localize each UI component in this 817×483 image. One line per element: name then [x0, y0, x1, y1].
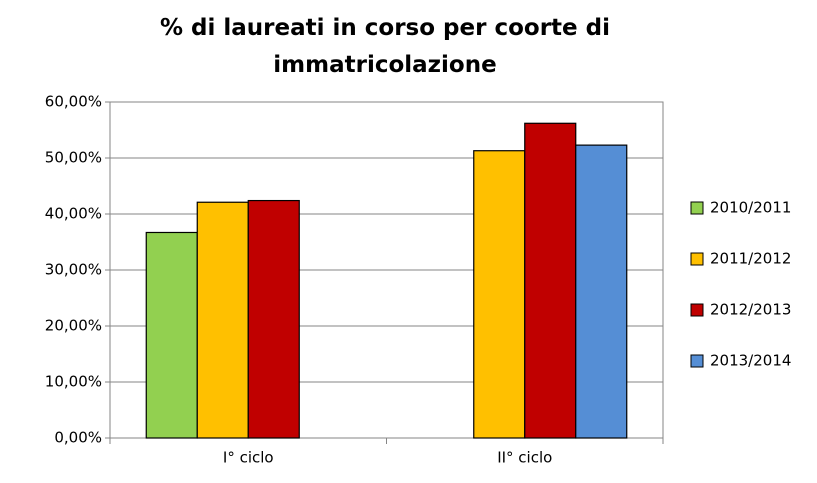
y-tick-label: 20,00% — [45, 317, 102, 335]
bar — [145, 231, 198, 439]
bar — [196, 201, 249, 439]
legend-label: 2012/2013 — [710, 301, 791, 319]
legend-label: 2011/2012 — [710, 250, 791, 268]
bar — [473, 150, 526, 439]
y-tick-label: 10,00% — [45, 373, 102, 391]
y-tick-label: 40,00% — [45, 205, 102, 223]
legend-swatch — [690, 303, 704, 317]
bar — [575, 144, 628, 439]
y-tick-label: 60,00% — [45, 93, 102, 111]
legend-label: 2010/2011 — [710, 199, 791, 217]
bar — [247, 199, 300, 439]
y-tick-label: 0,00% — [54, 429, 102, 447]
x-tick-label: I° ciclo — [223, 449, 274, 467]
legend-swatch — [690, 354, 704, 368]
x-tick-label: II° ciclo — [497, 449, 552, 467]
y-tick-label: 50,00% — [45, 149, 102, 167]
legend-swatch — [690, 201, 704, 215]
legend-label: 2013/2014 — [710, 352, 791, 370]
y-tick-label: 30,00% — [45, 261, 102, 279]
bar — [524, 122, 577, 439]
chart-title: % di laureati in corso per coorte di imm… — [159, 15, 611, 78]
legend-swatch — [690, 252, 704, 266]
